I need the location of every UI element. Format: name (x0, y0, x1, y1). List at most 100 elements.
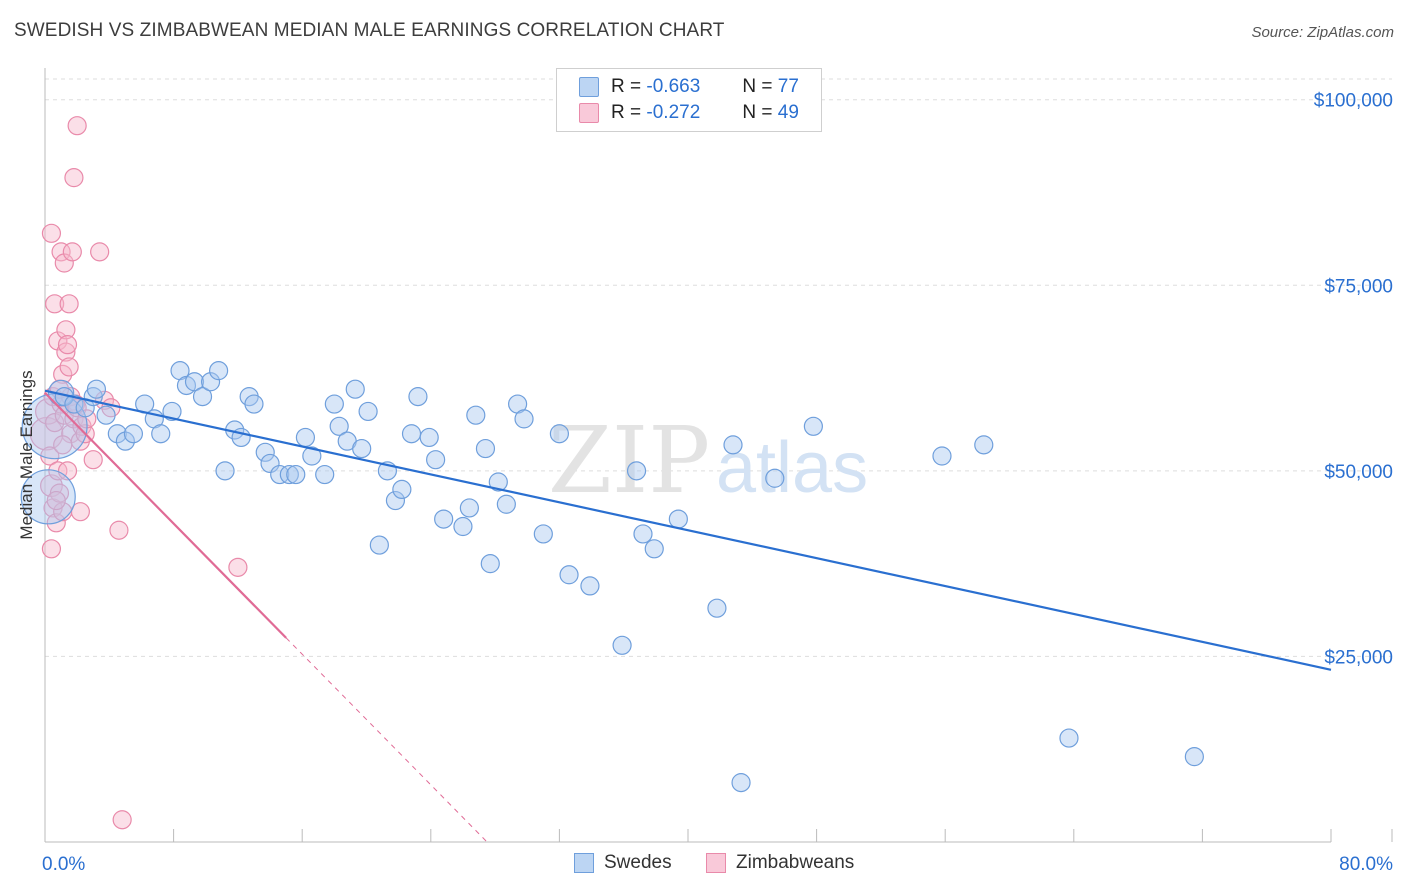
zimbabweans-point (48, 331, 68, 351)
zimbabweans-n-value: 49 (777, 102, 799, 123)
swedes-legend-label: Swedes (604, 852, 672, 873)
n-label: N = (742, 102, 773, 123)
zimbabweans-point (56, 320, 76, 340)
swedes-point (244, 394, 264, 414)
y-tick-label: $25,000 (1324, 647, 1393, 668)
x-tick-label-max: 80.0% (1339, 854, 1393, 875)
zimbabweans-point (51, 242, 71, 262)
swedes-point (385, 490, 406, 511)
swedes-point (480, 554, 500, 574)
swedes-point (151, 424, 171, 444)
swedes-point (419, 427, 439, 448)
swedes-point (644, 539, 664, 559)
swedes-point (723, 435, 743, 455)
swedes-point (426, 450, 446, 470)
trend-lines (44, 389, 1332, 843)
zimbabweans-point (64, 168, 84, 188)
swedes-point (580, 576, 600, 596)
legend-row-zimbabweans: R = -0.272 N = 49 (579, 101, 799, 125)
zimbabweans-r-value: -0.272 (646, 102, 701, 123)
x-tick-label-min: 0.0% (42, 854, 85, 875)
zimbabweans-point (109, 520, 129, 540)
swedes-point (533, 524, 553, 544)
watermark: ZIP atlas (548, 407, 868, 514)
zimbabweans-point (59, 357, 79, 377)
r-label: R = (611, 76, 642, 97)
zimbabweans-point (48, 461, 68, 481)
swedes-point (324, 394, 344, 414)
axis-labels: $25,000 $50,000 $75,000 $100,000 0.0% 80.0% (42, 91, 1393, 875)
legend-item-swedes[interactable]: Swedes (574, 852, 672, 874)
swedes-point (115, 431, 135, 451)
swedes-point (408, 387, 428, 407)
zimbabweans-point (59, 294, 79, 314)
swedes-point (475, 438, 496, 459)
swedes-point (302, 446, 322, 466)
swedes-point (974, 435, 994, 455)
axes (44, 68, 1393, 843)
swedes-point (352, 438, 372, 459)
zimbabweans-point (57, 461, 78, 481)
swedes-point (668, 509, 688, 529)
zimbabweans-point (53, 435, 73, 455)
swedes-n-value: 77 (777, 76, 799, 97)
y-tick-label: $75,000 (1324, 276, 1393, 297)
swedes-point (123, 424, 144, 444)
swedes-point (549, 424, 570, 444)
swedes-point (96, 405, 116, 425)
swedes-point (192, 387, 213, 407)
zimbabweans-point (56, 342, 76, 362)
zimbabweans-point (112, 810, 132, 830)
swedes-point (488, 472, 508, 492)
swedes-point (286, 464, 306, 485)
y-tick-label: $50,000 (1324, 462, 1393, 483)
swedes-point (612, 635, 632, 655)
swedes-point (184, 372, 205, 392)
y-axis-title: Median Male Earnings (17, 370, 36, 539)
zimbabweans-point (41, 223, 62, 243)
swedes-point (765, 468, 785, 488)
swedes-point (358, 401, 378, 422)
watermark-zip: ZIP (548, 407, 710, 514)
swedes-point (345, 379, 365, 399)
swedes-r-value: -0.663 (646, 76, 701, 97)
swedes-point (200, 372, 221, 392)
swedes-point (466, 405, 486, 425)
swedes-point (1184, 747, 1204, 767)
zimbabweans-point (45, 412, 65, 433)
swedes-point (803, 416, 823, 436)
zimbabweans-legend-label: Zimbabweans (736, 852, 855, 873)
swedes-point (315, 464, 335, 485)
correlation-legend: R = -0.663 N = 77 R = -0.272 N = 49 (556, 68, 822, 132)
zimbabweans-swatch (579, 103, 599, 123)
legend-item-zimbabweans[interactable]: Zimbabweans (706, 852, 854, 874)
legend-row-swedes: R = -0.663 N = 77 (579, 75, 799, 99)
swedes-point (496, 494, 516, 514)
zimbabweans-trend-line (44, 392, 287, 639)
n-label: N = (742, 76, 773, 97)
swedes-point (453, 516, 473, 537)
swedes-point (626, 461, 647, 481)
zimbabweans-point (46, 490, 66, 511)
zimbabweans-legend-swatch (706, 853, 726, 873)
swedes-point (295, 427, 316, 448)
swedes-point (270, 464, 290, 485)
swedes-point (559, 565, 579, 585)
zimbabweans-point (45, 294, 65, 314)
swedes-point (329, 416, 349, 436)
swedes-point (731, 773, 751, 793)
zimbabweans-trend-line-extension (285, 637, 488, 843)
swedes-point (162, 401, 182, 422)
chart-title: SWEDISH VS ZIMBABWEAN MEDIAN MALE EARNIN… (14, 20, 725, 41)
swedes-point (633, 524, 653, 544)
r-label: R = (611, 102, 642, 123)
zimbabweans-point (57, 335, 78, 355)
swedes-points (20, 361, 1204, 793)
swedes-point (459, 498, 479, 518)
swedes-point (107, 424, 127, 444)
source-label: Source: ZipAtlas.com (1251, 24, 1394, 41)
zimbabweans-point (54, 253, 74, 273)
zimbabweans-points (29, 116, 248, 830)
swedes-point (932, 446, 952, 466)
swedes-point (1059, 728, 1079, 748)
